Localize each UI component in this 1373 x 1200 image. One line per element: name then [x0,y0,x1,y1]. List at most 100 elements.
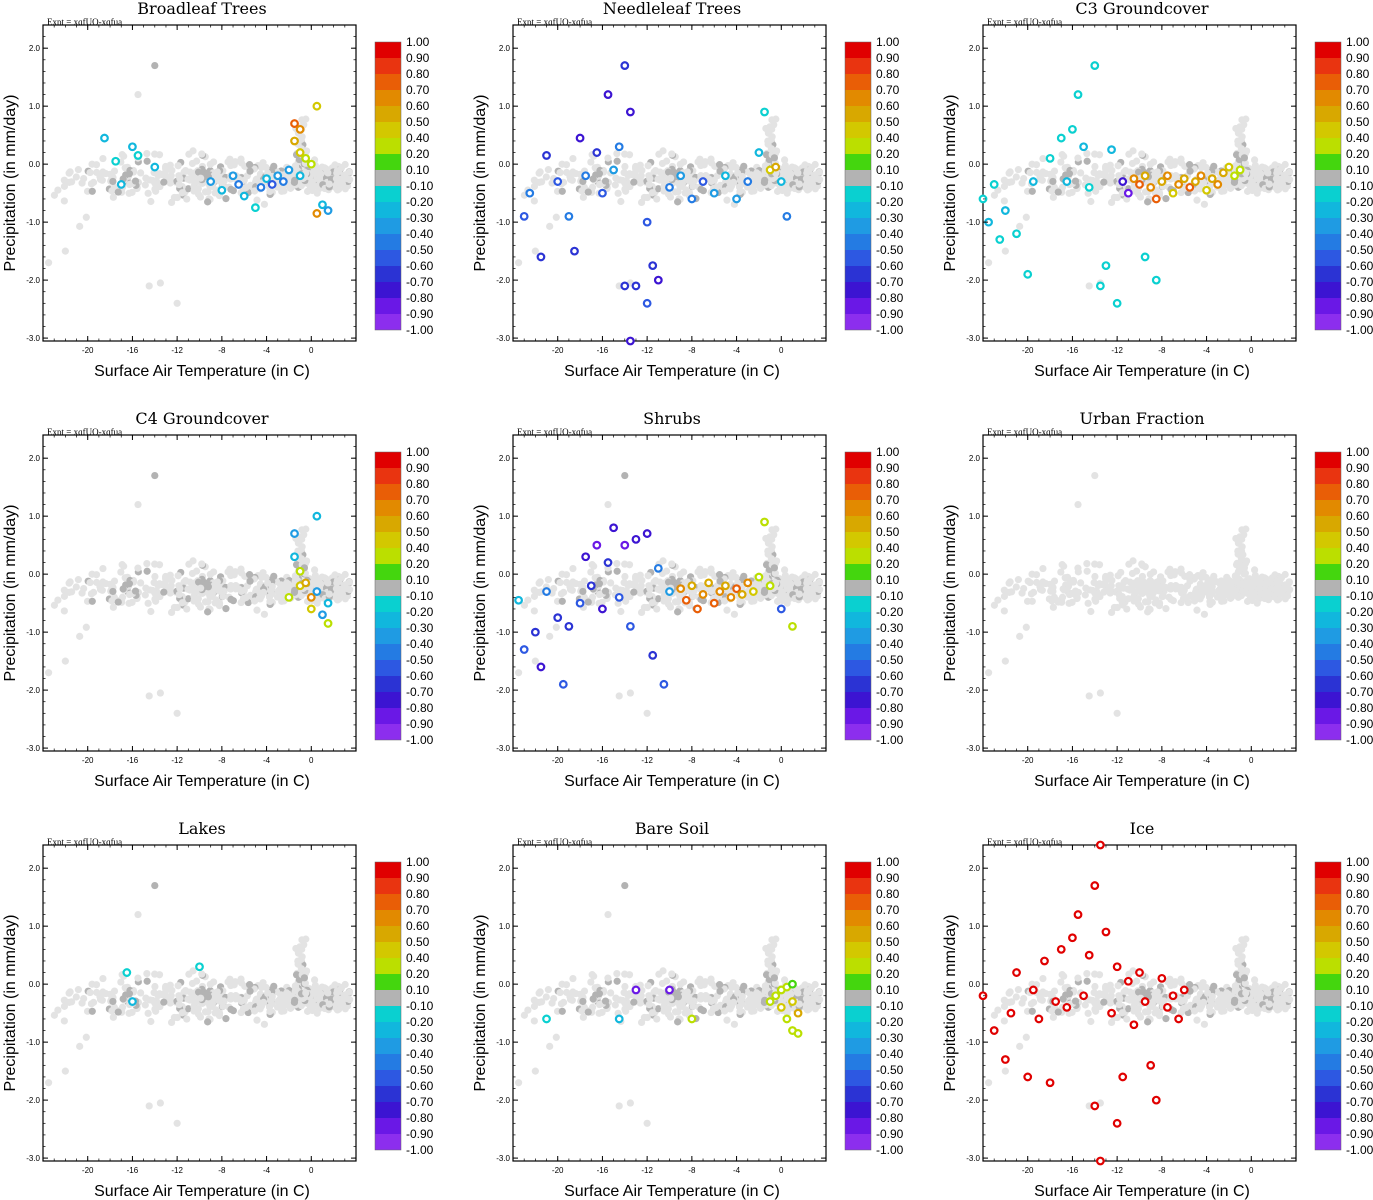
colorbar-label: 0.20 [406,557,430,571]
highlighted-point [609,523,619,533]
background-point [72,583,80,591]
background-point [668,150,676,158]
highlighted-point [1107,145,1116,155]
colorbar-label: 0.90 [406,461,430,475]
background-point [1243,597,1252,605]
background-point [1144,598,1152,606]
background-point [654,185,662,193]
background-point [76,222,84,230]
background-point [1193,606,1201,614]
y-tick-label: -1.0 [496,218,510,227]
colorbar-label: -0.60 [876,669,904,683]
colorbar-label: 0.60 [876,99,900,113]
background-point [262,573,270,582]
background-point [198,560,206,568]
background-point [1203,169,1212,177]
background-point [336,175,344,183]
background-point [180,168,188,176]
background-point [1092,597,1100,605]
background-point [291,586,299,594]
colorbar-segment [845,218,871,234]
highlighted-point [995,235,1005,244]
background-point [1193,196,1201,204]
colorbar-segment [375,484,401,500]
background-point [552,213,560,221]
background-point [994,596,1002,604]
highlighted-point [771,162,781,172]
colorbar-frame [844,41,872,331]
background-point [109,587,117,596]
colorbar-label: 0.10 [876,573,900,587]
x-axis-label: Surface Air Temperature (in C) [1034,773,1250,790]
highlighted-point [693,604,702,614]
background-point [1240,564,1249,572]
colorbar-label: 0.70 [876,83,900,97]
background-point [1057,568,1065,576]
colorbar-label: -0.70 [406,685,434,699]
colorbar-segment [845,154,871,170]
background-point [1022,213,1030,221]
highlighted-point [1174,180,1184,189]
colorbar-label: -0.90 [1346,307,1373,321]
colorbar-label: -0.60 [1346,669,1373,683]
background-point [1012,583,1020,591]
background-point [524,596,532,604]
highlighted-point [732,584,741,594]
background-point [143,149,151,158]
highlighted-point [1157,177,1167,186]
background-point [621,471,629,480]
background-point [723,196,731,204]
background-point [147,197,155,206]
background-point [44,259,53,267]
colorbar-label: 0.40 [876,541,900,555]
background-point [514,259,523,267]
scatter-points [44,61,354,307]
highlighted-point [676,171,686,181]
y-tick-label: -3.0 [496,744,510,753]
colorbar-segment [375,250,401,266]
background-point [1185,161,1194,169]
background-point [716,577,724,585]
background-point [531,247,539,255]
scatter-points [44,881,354,1127]
background-point [204,188,212,196]
background-point [803,577,811,585]
colorbar-label: -0.10 [876,179,904,193]
highlighted-point [1023,269,1033,279]
colorbar-label: -0.50 [876,653,904,667]
background-point [794,579,802,587]
background-point [780,566,789,574]
colorbar-label: 1.00 [406,445,430,459]
background-point [558,597,566,605]
background-point [1144,608,1152,616]
background-point [230,161,238,169]
x-tick-label: -4 [733,346,741,355]
background-point [1081,591,1089,599]
y-tick-label: 1.0 [499,102,511,111]
highlighted-point [614,142,624,152]
background-point [1006,168,1014,176]
x-tick-label: 0 [309,346,314,355]
background-point [1202,573,1210,582]
background-point [626,580,634,588]
background-point [153,591,161,599]
background-point [345,168,353,176]
background-point [761,572,770,580]
background-point [1238,543,1246,551]
x-tick-label: -4 [263,756,271,765]
background-point [569,578,577,586]
highlighted-point [1179,174,1189,184]
background-point [141,591,149,599]
background-point [653,195,661,203]
colorbar-segment [375,692,401,708]
colorbar-label: 0.50 [406,525,430,539]
colorbar-label: -0.10 [406,179,434,193]
background-point [1185,571,1194,579]
background-point [643,709,651,717]
background-point [208,589,217,597]
background-point [92,161,101,169]
scatter-points [514,61,824,346]
y-axis-label: Precipitation (in mm/day) [2,505,19,682]
background-point [204,608,212,616]
colorbar-label: 1.00 [1346,35,1370,49]
